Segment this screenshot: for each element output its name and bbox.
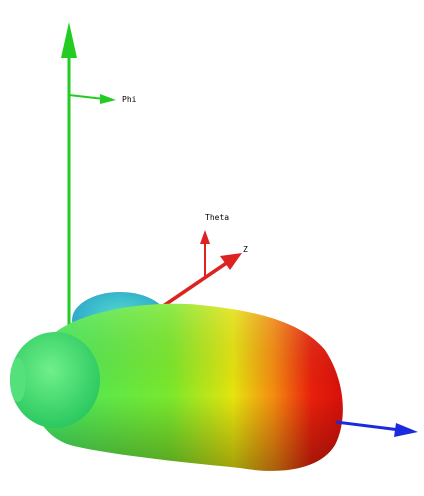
z-axis-arrow [149, 230, 242, 317]
side-lobe-tip [10, 358, 26, 402]
lobe-shading [30, 303, 343, 471]
y-axis-arrow [61, 22, 116, 340]
side-lobe [10, 332, 100, 428]
phi-label: Phi [122, 95, 137, 104]
theta-label: Theta [205, 213, 229, 222]
z-label: Z [243, 245, 248, 254]
x-axis-arrow [335, 420, 418, 437]
